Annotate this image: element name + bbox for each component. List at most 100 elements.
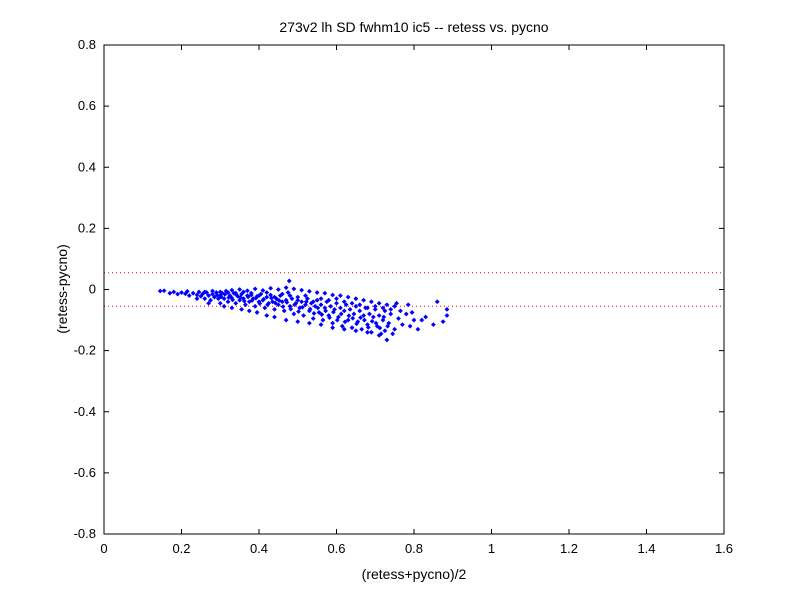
data-point — [346, 313, 352, 319]
data-point — [382, 328, 388, 334]
data-point — [341, 299, 347, 305]
data-point — [206, 293, 212, 299]
data-point — [264, 294, 270, 300]
data-point — [398, 308, 403, 314]
data-point — [357, 302, 363, 308]
data-point — [303, 302, 308, 308]
data-point — [384, 337, 390, 343]
data-point — [351, 311, 357, 317]
data-point — [212, 294, 217, 300]
data-point — [338, 311, 344, 317]
data-point — [303, 299, 309, 305]
data-point — [292, 302, 298, 308]
x-axis-ticks: 0 0.2 0.4 0.6 0.8 1 1.2 1.4 1.6 — [100, 45, 733, 556]
data-point — [314, 297, 320, 303]
data-point — [319, 312, 325, 317]
data-point — [372, 306, 378, 312]
data-point — [283, 285, 289, 291]
data-point — [262, 305, 268, 311]
data-point — [296, 309, 301, 314]
data-point — [200, 291, 206, 297]
data-point — [295, 319, 301, 324]
data-point — [357, 308, 363, 314]
data-point — [358, 315, 363, 321]
data-point — [238, 295, 243, 300]
data-point — [226, 295, 232, 300]
data-point — [310, 316, 316, 321]
data-point — [225, 290, 231, 295]
data-point — [409, 310, 415, 315]
data-point — [279, 291, 285, 297]
data-point — [361, 313, 367, 318]
x-tick-label: 0 — [100, 541, 107, 556]
x-tick-label: 0.6 — [327, 541, 345, 556]
data-point — [303, 293, 308, 299]
data-point — [322, 290, 328, 296]
data-point — [252, 303, 258, 309]
data-point — [334, 300, 339, 306]
data-point — [275, 302, 281, 308]
data-point — [285, 290, 291, 295]
data-point — [318, 296, 324, 302]
data-point — [350, 315, 356, 321]
data-point — [237, 287, 243, 292]
data-point — [256, 293, 262, 299]
data-point — [376, 313, 382, 318]
data-point — [345, 317, 351, 323]
data-point — [382, 308, 388, 314]
data-point — [184, 288, 190, 294]
data-point — [276, 298, 282, 303]
data-point — [337, 293, 343, 299]
x-tick-label: 1 — [488, 541, 495, 556]
data-point — [444, 313, 450, 318]
data-point — [248, 292, 254, 298]
data-point — [198, 293, 204, 299]
data-point — [281, 308, 287, 314]
data-point — [272, 294, 277, 300]
data-point — [284, 299, 290, 305]
x-tick-label: 1.4 — [637, 541, 655, 556]
data-point — [217, 300, 223, 306]
data-point — [334, 296, 339, 302]
data-point — [349, 300, 355, 306]
data-point — [175, 291, 181, 297]
data-point — [299, 299, 305, 305]
data-point — [323, 308, 329, 314]
data-point — [310, 299, 316, 305]
data-point — [369, 318, 375, 324]
data-point — [218, 294, 224, 300]
data-point — [349, 325, 355, 331]
data-point — [190, 290, 196, 296]
data-point — [378, 331, 384, 337]
data-point — [245, 294, 251, 300]
data-point — [415, 326, 421, 332]
data-point — [327, 315, 332, 321]
data-point — [326, 297, 332, 303]
data-point — [291, 286, 297, 292]
data-point — [380, 317, 386, 323]
data-point — [376, 332, 382, 338]
data-point — [266, 300, 272, 306]
data-point — [334, 317, 340, 323]
data-point — [293, 300, 299, 306]
data-point — [388, 311, 394, 317]
data-point — [342, 319, 348, 325]
x-axis-label: (retess+pycno)/2 — [362, 566, 467, 582]
data-point — [260, 288, 266, 293]
data-point — [423, 314, 429, 320]
data-point — [265, 302, 270, 308]
data-point — [330, 292, 336, 298]
data-point — [280, 304, 286, 310]
data-point — [171, 289, 177, 295]
data-point — [392, 303, 398, 309]
data-point — [288, 306, 294, 312]
data-point — [430, 322, 436, 328]
data-point — [229, 305, 235, 311]
x-tick-label: 1.6 — [715, 541, 733, 556]
data-point — [405, 302, 411, 308]
x-tick-label: 0.2 — [172, 541, 190, 556]
data-point — [345, 294, 351, 300]
data-point — [241, 298, 247, 304]
data-point — [314, 290, 320, 295]
